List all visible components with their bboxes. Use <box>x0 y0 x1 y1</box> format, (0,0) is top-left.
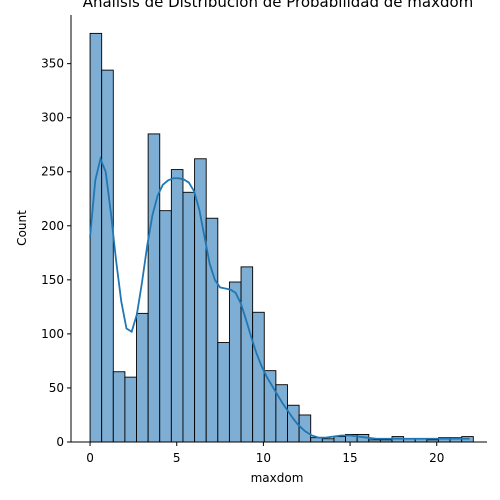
x-axis-label: maxdom <box>251 471 304 485</box>
histogram-bar <box>182 191 196 443</box>
bars-group <box>89 32 474 443</box>
histogram-bar <box>170 169 184 443</box>
histogram-bar <box>147 133 161 443</box>
histogram-bar <box>89 32 103 443</box>
histogram-bar <box>112 371 126 443</box>
histogram-bar <box>159 210 172 443</box>
histogram-bar <box>333 436 347 443</box>
y-tick-label: 0 <box>56 435 64 449</box>
histogram-bar <box>252 311 265 443</box>
x-tick-label: 5 <box>173 451 181 465</box>
histogram-bar <box>228 281 242 443</box>
y-axis-label: Count <box>15 210 29 246</box>
histogram-bar <box>101 69 114 443</box>
y-tick-label: 200 <box>41 219 64 233</box>
y-tick-label: 250 <box>41 165 64 179</box>
kde-curve <box>89 155 470 440</box>
y-tick-label: 50 <box>49 381 64 395</box>
y-tick-label: 300 <box>41 111 64 125</box>
y-tick-label: 100 <box>41 327 64 341</box>
histogram-bar <box>124 376 137 443</box>
x-tick-label: 15 <box>342 451 357 465</box>
y-tick-label: 350 <box>41 57 64 71</box>
x-tick-label: 20 <box>429 451 444 465</box>
x-tick-label: 0 <box>86 451 94 465</box>
chart-title: Análisis de Distribución de Probabilidad… <box>83 0 474 11</box>
histogram-bar <box>240 266 254 443</box>
histogram-bar <box>217 342 230 443</box>
y-tick-label: 150 <box>41 273 64 287</box>
histogram-bar <box>136 312 149 443</box>
x-axis-ticks: 0 5 10 15 20 <box>86 442 444 465</box>
x-tick-label: 10 <box>256 451 271 465</box>
y-axis-ticks: 0 50 100 150 200 250 300 350 <box>41 57 71 449</box>
